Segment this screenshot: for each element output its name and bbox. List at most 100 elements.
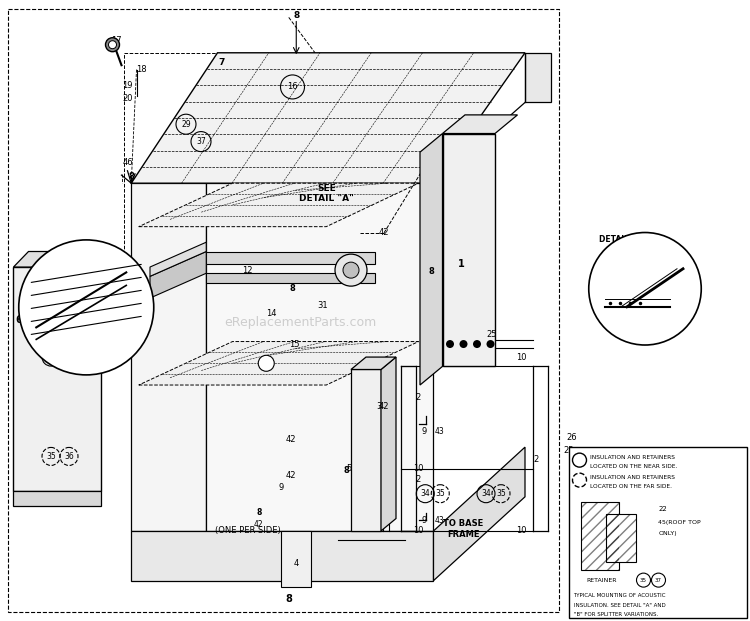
Text: 8: 8 [428,268,434,276]
Text: SEE
DETAIL "A": SEE DETAIL "A" [298,184,354,204]
Circle shape [473,340,481,348]
Circle shape [335,254,367,286]
Text: 42: 42 [379,402,389,411]
Text: 10: 10 [516,527,526,535]
Polygon shape [206,273,375,283]
Polygon shape [131,531,434,581]
Text: (ONE PER SIDE): (ONE PER SIDE) [214,527,280,535]
Bar [8,9,559,612]
Text: 10: 10 [413,465,424,473]
Circle shape [460,340,467,348]
Polygon shape [139,342,419,385]
Text: 25: 25 [486,330,496,338]
Circle shape [343,262,359,278]
Text: 9: 9 [421,516,426,525]
Polygon shape [206,183,434,531]
Text: 12: 12 [242,266,253,274]
Text: 8: 8 [344,466,350,475]
Text: 36: 36 [64,452,74,461]
Text: 8: 8 [293,11,299,20]
Polygon shape [150,252,206,298]
Text: 38: 38 [94,345,104,353]
Text: 8: 8 [290,284,296,293]
Bar [580,502,619,570]
Text: 18: 18 [86,332,94,341]
Polygon shape [433,447,525,581]
Text: 26: 26 [566,433,577,442]
Text: INSULATION. SEE DETAIL "A" AND: INSULATION. SEE DETAIL "A" AND [574,602,665,607]
Polygon shape [13,252,116,267]
Bar [568,447,747,618]
Text: 12: 12 [654,294,663,302]
Text: 31: 31 [317,301,328,310]
Polygon shape [13,267,101,491]
Polygon shape [281,531,311,587]
Text: 2: 2 [534,455,538,464]
Polygon shape [131,183,206,531]
Text: 44: 44 [578,460,589,469]
Text: LOCATED ON THE NEAR SIDE.: LOCATED ON THE NEAR SIDE. [590,464,678,469]
Text: 34: 34 [420,489,430,498]
Text: TYPICAL MOUNTING OF ACOUSTIC: TYPICAL MOUNTING OF ACOUSTIC [574,592,666,597]
Polygon shape [131,53,525,183]
Text: 42: 42 [286,471,296,479]
Text: 41: 41 [57,292,66,301]
Circle shape [109,41,116,48]
Text: 14: 14 [266,309,277,318]
Text: 46: 46 [122,158,133,167]
Text: 18: 18 [136,65,146,74]
Text: 2: 2 [416,475,422,484]
Text: eReplacementParts.com: eReplacementParts.com [224,317,376,329]
Text: 8: 8 [256,508,262,517]
Circle shape [487,340,494,348]
Text: 35: 35 [496,489,506,498]
Polygon shape [351,357,396,369]
Text: INSULATION AND RETAINERS: INSULATION AND RETAINERS [590,474,676,479]
Text: 37: 37 [196,137,206,146]
Text: RETAINER: RETAINER [586,578,617,582]
Polygon shape [420,134,442,385]
Polygon shape [206,252,375,264]
Polygon shape [525,53,551,102]
Text: 42: 42 [379,229,389,237]
Text: 15: 15 [289,340,299,349]
Text: 11: 11 [599,296,608,304]
Text: "B" FOR SPLITTER VARIATIONS.: "B" FOR SPLITTER VARIATIONS. [574,612,658,617]
Text: 6: 6 [15,315,22,325]
Polygon shape [351,369,381,531]
Text: 2: 2 [416,393,422,402]
Text: 35: 35 [640,578,647,582]
Text: 7: 7 [218,58,224,66]
Text: 35: 35 [46,452,56,461]
Text: 42: 42 [254,520,263,529]
Bar [605,514,635,562]
Text: DETAIL "A": DETAIL "A" [599,235,646,243]
Text: 9: 9 [279,483,284,492]
Text: 35: 35 [46,353,56,361]
Text: 45(ROOF TOP: 45(ROOF TOP [658,520,701,525]
Text: 27: 27 [669,309,678,318]
Text: 35: 35 [435,489,445,498]
Bar [580,502,619,570]
Polygon shape [442,115,518,134]
Circle shape [106,38,119,52]
Text: ONLY): ONLY) [658,530,677,536]
Text: 34: 34 [482,489,490,498]
Circle shape [258,355,274,371]
Text: LOCATED ON THE FAR SIDE.: LOCATED ON THE FAR SIDE. [590,484,673,489]
Text: 42: 42 [286,435,296,444]
Text: 21: 21 [604,256,613,265]
Text: 19: 19 [122,81,133,90]
Text: 8: 8 [285,594,292,604]
Text: 10: 10 [516,353,526,361]
Text: 43: 43 [435,516,445,525]
Bar [124,53,416,351]
Text: 5: 5 [346,465,351,473]
Text: 10: 10 [413,527,424,535]
Polygon shape [13,491,101,506]
Text: INSULATION AND RETAINERS: INSULATION AND RETAINERS [590,455,676,460]
Text: 25: 25 [563,446,574,455]
Polygon shape [139,183,419,227]
Text: 8: 8 [128,173,134,181]
Text: TO BASE
FRAME: TO BASE FRAME [443,519,484,539]
